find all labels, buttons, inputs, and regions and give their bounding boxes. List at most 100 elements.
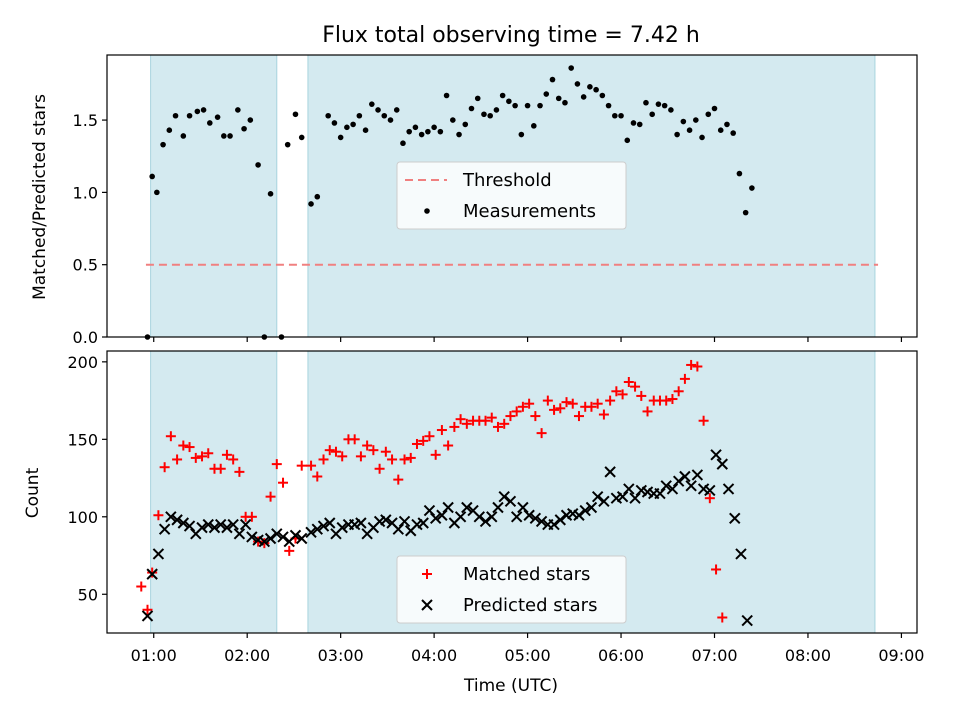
x-tick-label: 09:00 — [878, 646, 924, 665]
matched-star-point — [159, 462, 170, 473]
measurement-point — [649, 111, 655, 118]
measurement-point — [605, 102, 612, 109]
measurement-point — [207, 120, 213, 126]
measurement-point — [235, 107, 241, 113]
ratio-panel: 0.0 0.5 1.0 1.5 Threshold Measurements — [73, 54, 918, 347]
measurement-point — [443, 92, 450, 99]
predicted-star-point — [277, 531, 289, 543]
measurement-point — [674, 131, 680, 138]
measurement-point — [437, 128, 444, 135]
count-observing-window — [150, 350, 278, 634]
measurement-point — [717, 127, 724, 133]
measurement-point — [699, 134, 705, 141]
legend-label: Measurements — [463, 201, 596, 222]
matched-star-point — [418, 435, 429, 446]
matched-star-point — [605, 395, 616, 406]
matched-star-point — [337, 451, 348, 462]
ratio-y-tick-label: 0.5 — [73, 256, 98, 275]
predicted-star-point — [233, 528, 246, 540]
predicted-star-point — [479, 515, 492, 528]
measurement-point — [724, 121, 730, 128]
x-tick-label: 04:00 — [411, 646, 457, 665]
measurement-point — [221, 133, 227, 139]
measurement-point — [562, 99, 568, 106]
predicted-star-point — [579, 504, 591, 517]
matched-star-point — [567, 398, 578, 409]
measurement-point — [186, 112, 193, 119]
measurement-point — [425, 128, 431, 135]
matched-star-point — [486, 412, 497, 423]
measurement-point — [574, 81, 581, 87]
measurement-point — [618, 112, 624, 119]
measurement-point — [568, 65, 574, 71]
matched-star-point — [190, 452, 201, 463]
matched-star-point — [296, 460, 307, 471]
matched-star-point — [555, 403, 566, 414]
measurement-point — [643, 99, 649, 106]
matched-star-point — [312, 471, 323, 482]
measurement-point — [730, 130, 736, 136]
predicted-star-point — [517, 501, 529, 514]
matched-star-point — [630, 381, 641, 392]
matched-star-point — [246, 511, 257, 522]
predicted-star-point — [710, 449, 722, 461]
matched-star-point — [203, 448, 214, 459]
matched-star-point — [511, 406, 522, 417]
measurement-point — [450, 117, 456, 123]
matched-star-point — [530, 411, 541, 422]
measurement-point — [375, 107, 381, 113]
matched-star-point — [667, 394, 678, 405]
matched-star-point — [306, 460, 317, 471]
matched-star-point — [499, 418, 510, 429]
matched-star-point — [443, 440, 454, 451]
measurement-point — [749, 185, 755, 191]
matched-star-point — [284, 545, 295, 556]
measurement-point — [456, 131, 462, 138]
count-legend — [396, 555, 627, 624]
matched-star-point — [271, 459, 282, 470]
matched-star-point — [349, 434, 360, 445]
measurement-point — [686, 127, 693, 133]
predicted-star-point — [202, 518, 214, 531]
predicted-star-point — [436, 509, 448, 521]
predicted-star-point — [729, 512, 741, 525]
predicted-star-point — [221, 521, 233, 534]
predicted-star-point — [336, 521, 348, 534]
matched-star-point — [505, 411, 516, 422]
matched-star-point — [673, 386, 684, 397]
predicted-star-point — [554, 514, 566, 526]
matched-star-point — [449, 421, 460, 432]
matched-star-point — [136, 581, 147, 592]
matched-star-point — [253, 536, 264, 547]
measurement-point — [630, 120, 637, 126]
matched-star-point — [215, 463, 226, 474]
ratio-axes-frame — [106, 54, 918, 338]
count-y-tick-label: 150 — [67, 430, 98, 449]
predicted-star-point — [271, 528, 283, 540]
x-tick-label: 01:00 — [131, 646, 177, 665]
count-y-tick-label: 100 — [67, 508, 98, 527]
predicted-star-point — [629, 492, 641, 504]
matched-star-point — [405, 452, 416, 463]
matched-star-point — [172, 454, 183, 465]
matched-star-point — [617, 389, 628, 400]
measurement-point — [711, 105, 718, 112]
count-y-tick-label: 50 — [78, 585, 98, 604]
matched-star-point — [455, 414, 466, 425]
predicted-star-point — [215, 518, 227, 531]
measurement-point — [180, 133, 187, 139]
matched-star-point — [549, 404, 560, 415]
matched-star-point — [711, 564, 722, 575]
count-y-tick-label: 200 — [67, 353, 98, 372]
predicted-star-point — [264, 532, 277, 545]
predicted-star-point — [311, 523, 323, 535]
predicted-star-point — [523, 509, 535, 521]
measurement-point — [587, 84, 593, 90]
measurement-point — [325, 112, 331, 119]
predicted-star-point — [510, 511, 523, 523]
predicted-star-point — [442, 501, 454, 514]
matched-star-point — [234, 466, 245, 477]
measurement-point — [267, 191, 274, 197]
measurement-point — [705, 111, 712, 118]
x-tick-label: 07:00 — [691, 646, 737, 665]
